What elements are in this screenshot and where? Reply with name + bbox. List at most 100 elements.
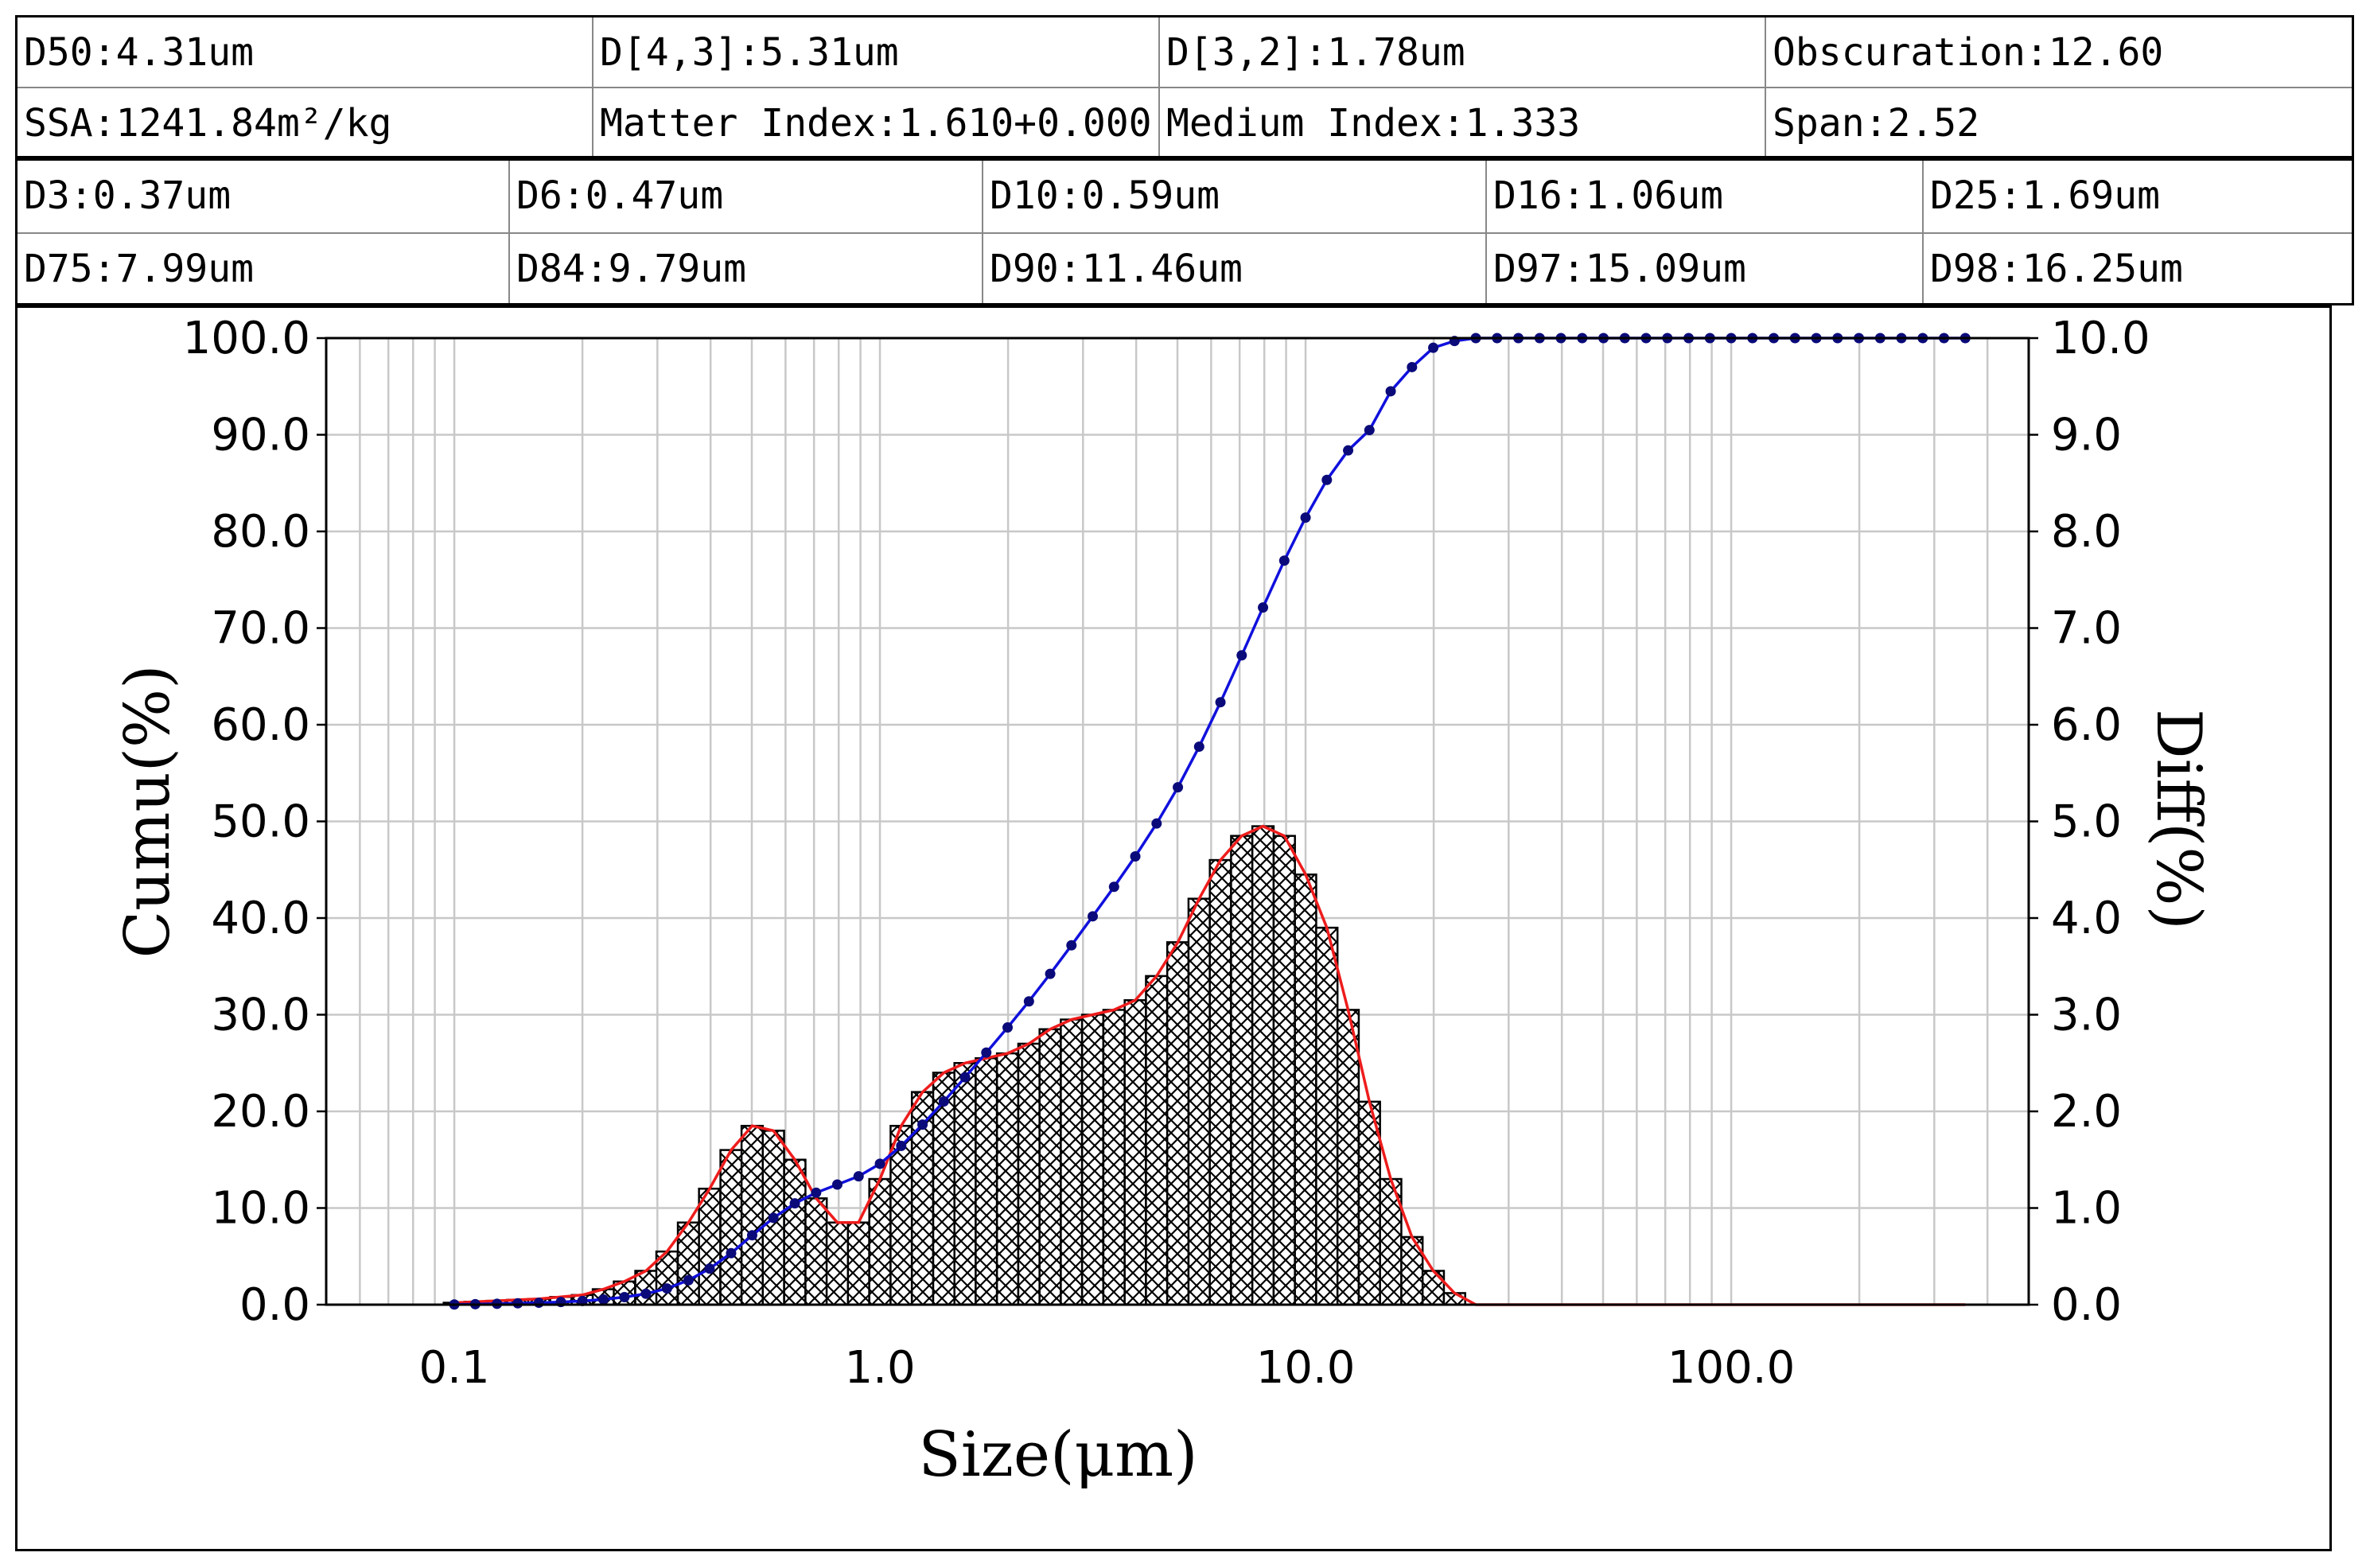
d16-cell: D16:1.06um [1485,161,1922,232]
diff-bar [1102,1009,1126,1306]
summary-table-top: D50:4.31um D[4,3]:5.31um D[3,2]:1.78um O… [15,15,2354,158]
y-right-tick-label: 9.0 [2051,410,2122,461]
cumu-point [1023,996,1034,1007]
d90-cell: D90:11.46um [982,233,1485,303]
y-left-tick-label: 0.0 [239,1279,310,1331]
diff-bar [1187,897,1211,1306]
percentile-row-2: D75:7.99um D84:9.79um D90:11.46um D97:15… [18,232,2352,303]
cumu-point [704,1263,715,1274]
y-left-tick-label: 70.0 [211,603,310,655]
d97-cell: D97:15.09um [1485,233,1922,303]
x-axis-ticks: 0.1 1.0 10.0 100.0 [419,1342,1796,1394]
d32-cell: D[3,2]:1.78um [1158,18,1765,87]
cumu-point [831,1179,843,1190]
cumu-markers [449,333,1971,1310]
diff-bar [783,1158,807,1306]
cumu-point [1151,818,1162,829]
cumu-point [938,1095,949,1107]
y-axis-left-title: Cumu(%) [112,664,184,958]
y-right-tick-label: 6.0 [2051,699,2122,751]
diff-bar [1123,999,1147,1306]
summary-row-2: SSA:1241.84m²/kg Matter Index:1.610+0.00… [18,87,2352,156]
diff-bar [825,1221,850,1306]
diff-bar [698,1187,722,1306]
d84-cell: D84:9.79um [508,233,982,303]
cumu-point [789,1198,800,1209]
d10-cell: D10:0.59um [982,161,1485,232]
diff-curve [454,824,1966,1306]
summary-row-1: D50:4.31um D[4,3]:5.31um D[3,2]:1.78um O… [18,18,2352,87]
percentile-table: D3:0.37um D6:0.47um D10:0.59um D16:1.06u… [15,158,2354,305]
cumu-point [1215,697,1226,708]
cumu-point [533,1298,544,1309]
diff-bar [1251,825,1275,1306]
d98-cell: D98:16.25um [1922,233,2356,303]
cumu-point [1002,1022,1014,1033]
cumu-point [1130,850,1141,862]
d43-cell: D[4,3]:5.31um [592,18,1158,87]
y-left-tick-label: 10.0 [211,1183,310,1235]
cumu-point [1300,512,1311,523]
y-left-tick-label: 100.0 [183,313,310,364]
y-right-tick-label: 4.0 [2051,893,2122,944]
d6-cell: D6:0.47um [508,161,982,232]
cumu-point [811,1187,822,1198]
y-right-tick-label: 8.0 [2051,506,2122,558]
d3-cell: D3:0.37um [24,173,232,218]
x-tick-label: 1.0 [845,1342,916,1394]
y-right-tick-label: 3.0 [2051,990,2122,1041]
y-left-tick-label: 30.0 [211,990,310,1041]
medium-index-cell: Medium Index:1.333 [1158,88,1765,156]
span-cell: Span:2.52 [1765,88,2356,156]
cumu-point [1278,555,1290,566]
d25-cell: D25:1.69um [1922,161,2356,232]
cumu-point [512,1298,523,1309]
diff-bar [1080,1014,1105,1306]
chart-frame [15,305,2332,1551]
cumu-point [619,1292,630,1303]
y-right-tick-label: 0.0 [2051,1279,2122,1331]
ssa-cell: SSA:1241.84m²/kg [24,101,392,146]
diff-bar [1145,975,1169,1306]
x-tick-label: 10.0 [1256,1342,1356,1394]
cumu-point [1173,782,1184,793]
cumu-point [1407,361,1418,372]
cumu-point [661,1283,672,1294]
y-left-tick-label: 40.0 [211,893,310,944]
cumu-point [1108,881,1119,893]
d75-cell: D75:7.99um [24,246,254,291]
cumu-point [1321,474,1333,485]
cumu-point [768,1212,779,1224]
diff-bar [1038,1028,1062,1306]
cumu-point [896,1140,907,1151]
cumu-point [1428,342,1439,353]
cumu-point [1364,425,1375,436]
y-axis-right-ticks: 0.0 1.0 2.0 3.0 4.0 5.0 6.0 7.0 8.0 9.0 10.0 [2029,313,2150,1331]
cumu-point [1088,911,1099,922]
diff-bar [1208,858,1232,1306]
cumu-point [640,1288,652,1299]
cumu-point [959,1072,971,1083]
cumu-point [1385,386,1396,397]
diff-bar [1272,835,1296,1306]
y-left-tick-label: 20.0 [211,1086,310,1138]
diff-bar [868,1177,892,1306]
cumu-point [1193,741,1204,753]
cumu-point [981,1047,992,1058]
x-axis-title: Size(μm) [918,1419,1197,1491]
diff-bar [995,1052,1020,1306]
percentile-row-1: D3:0.37um D6:0.47um D10:0.59um D16:1.06u… [18,161,2352,232]
x-tick-label: 100.0 [1668,1342,1795,1394]
diff-bar [634,1270,658,1306]
y-right-tick-label: 10.0 [2051,313,2150,364]
cumu-point [917,1119,928,1130]
diff-bar [1060,1018,1084,1306]
cumu-point [1045,968,1056,979]
cumu-point [853,1171,864,1182]
diff-bars [442,825,1466,1306]
y-right-tick-label: 5.0 [2051,796,2122,848]
y-right-tick-label: 1.0 [2051,1183,2122,1235]
matter-index-cell: Matter Index:1.610+0.000 [592,88,1158,156]
y-left-tick-label: 90.0 [211,410,310,461]
